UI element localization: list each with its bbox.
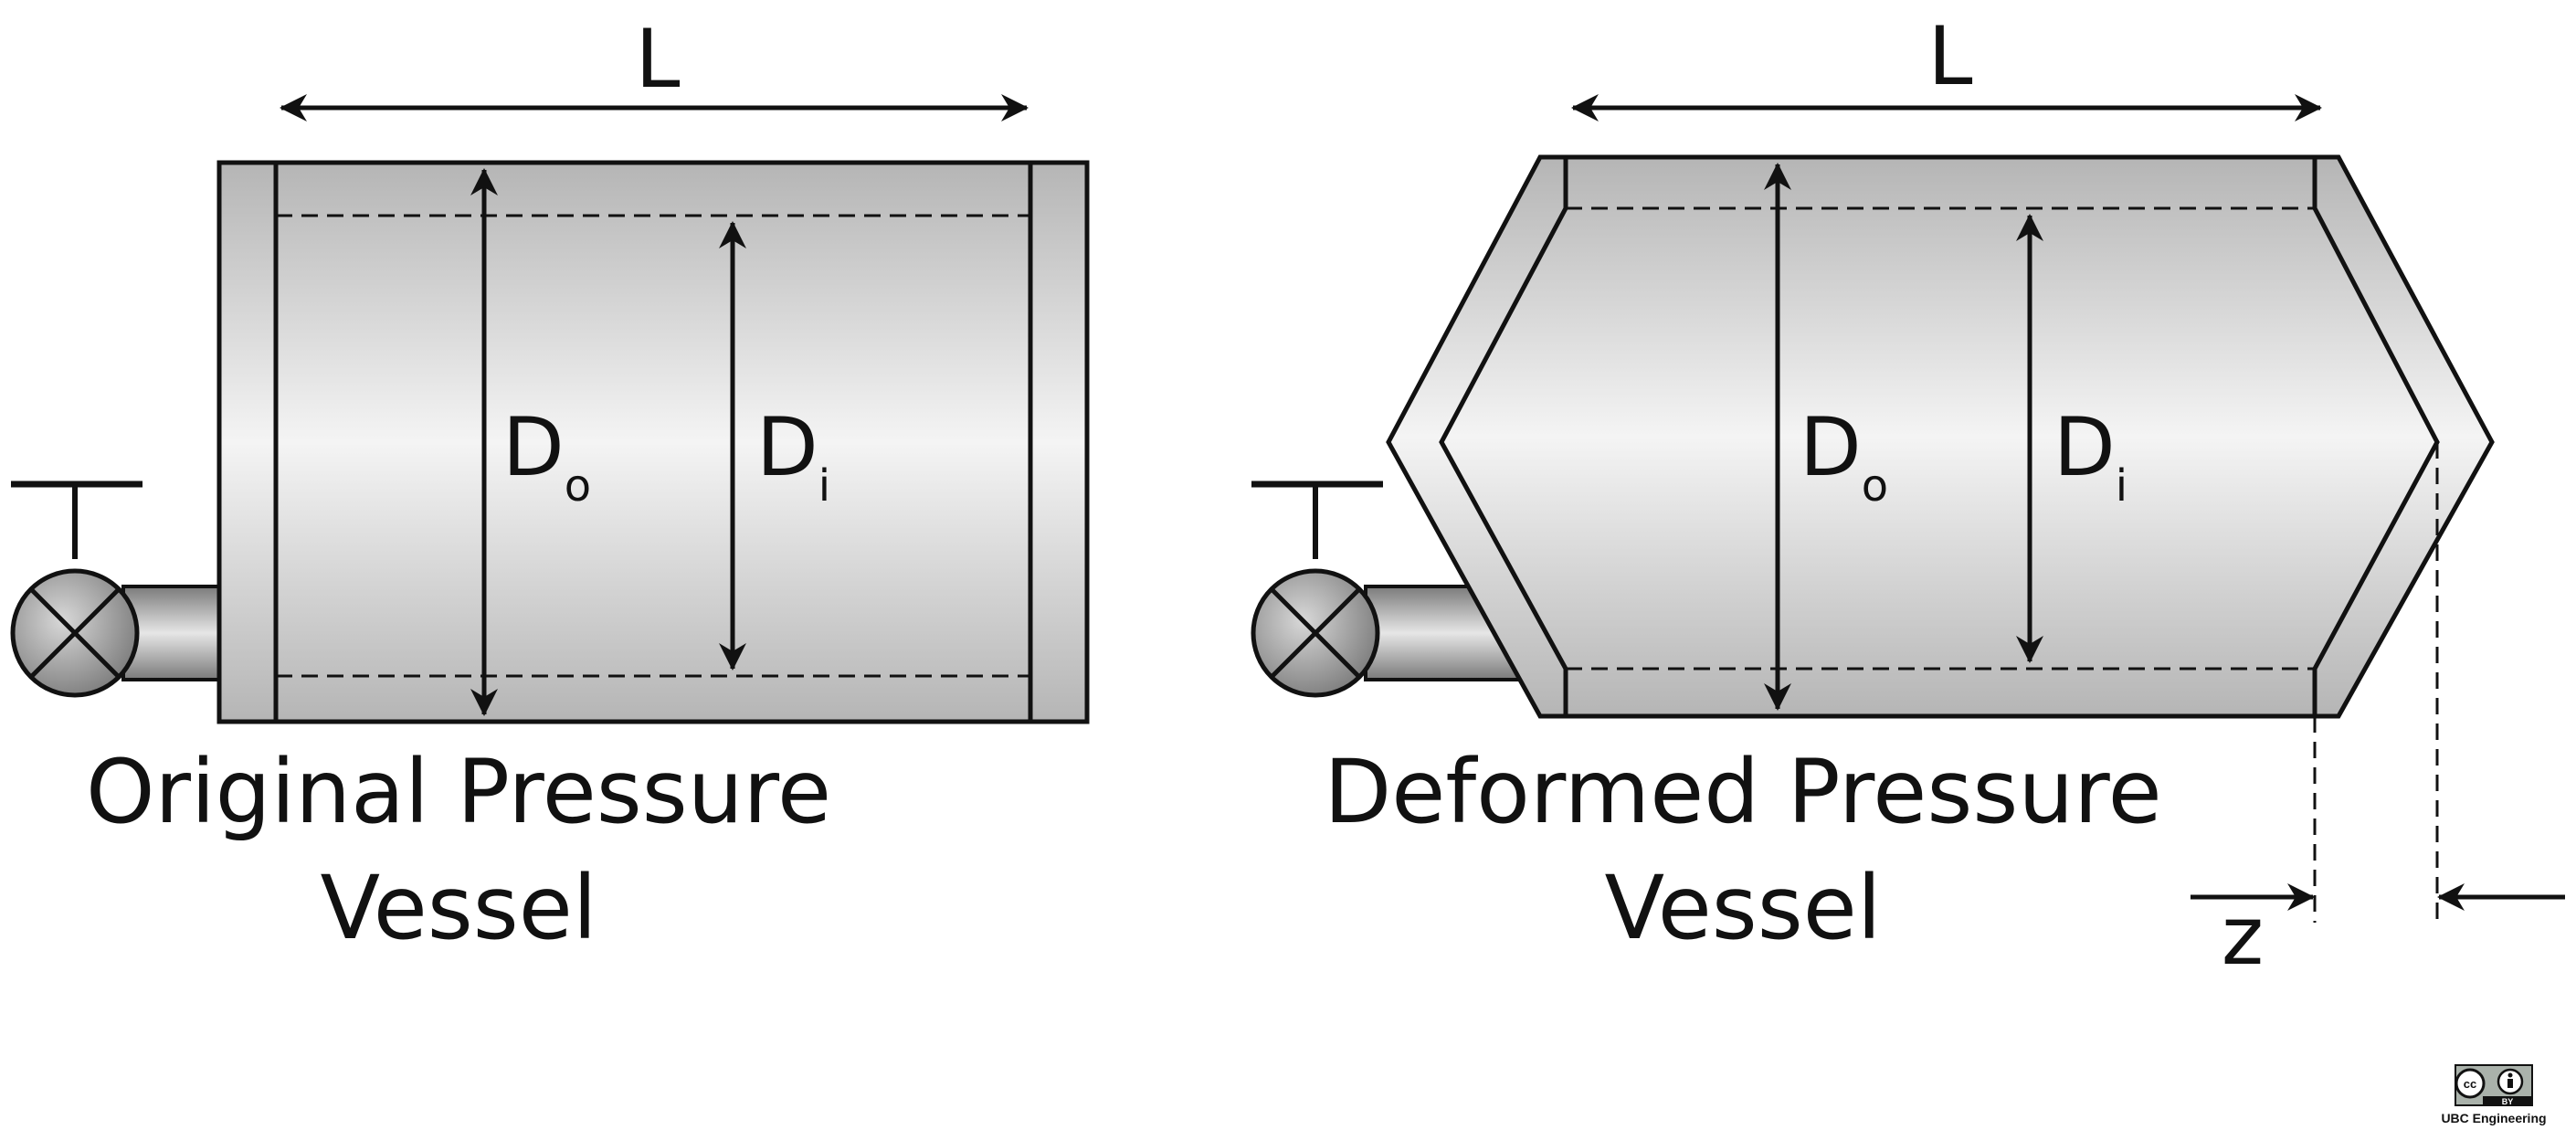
license-org-label: UBC Engineering (2441, 1111, 2546, 1125)
deformed-caption-line2: Vessel (1604, 857, 1881, 959)
deformed-inner-diameter-label: Di (2053, 400, 2127, 512)
cc-by-license-badge: cc BY UBC Engineering (2441, 1064, 2547, 1125)
original-vessel-body (216, 160, 1090, 724)
deformed-length-label: L (1927, 9, 1972, 103)
by-label: BY (2502, 1097, 2514, 1106)
deformed-vessel-body (1386, 154, 2495, 719)
original-outer-diameter-label: Do (502, 400, 591, 512)
deformed-inner-wall-left (1439, 157, 1568, 716)
original-caption-line2: Vessel (320, 857, 596, 959)
original-length-label: L (635, 12, 680, 106)
deformed-valve-icon (1251, 568, 1380, 698)
cc-logo-text: cc (2464, 1077, 2476, 1091)
deformed-caption-line1: Deformed Pressure (1324, 741, 2161, 843)
original-vessel: L Do Di Original Pressure Vessel (10, 12, 1090, 959)
deformed-vessel: L Do Di z Deformed Pressure Vessel (1251, 9, 2565, 983)
original-inner-diameter-label: Di (756, 400, 830, 512)
original-caption-line1: Original Pressure (86, 741, 831, 843)
cc-logo-icon (2455, 1068, 2486, 1099)
deformed-outer-diameter-label: Do (1800, 400, 1888, 512)
original-valve-icon (10, 568, 140, 698)
displacement-label: z (2222, 889, 2264, 983)
